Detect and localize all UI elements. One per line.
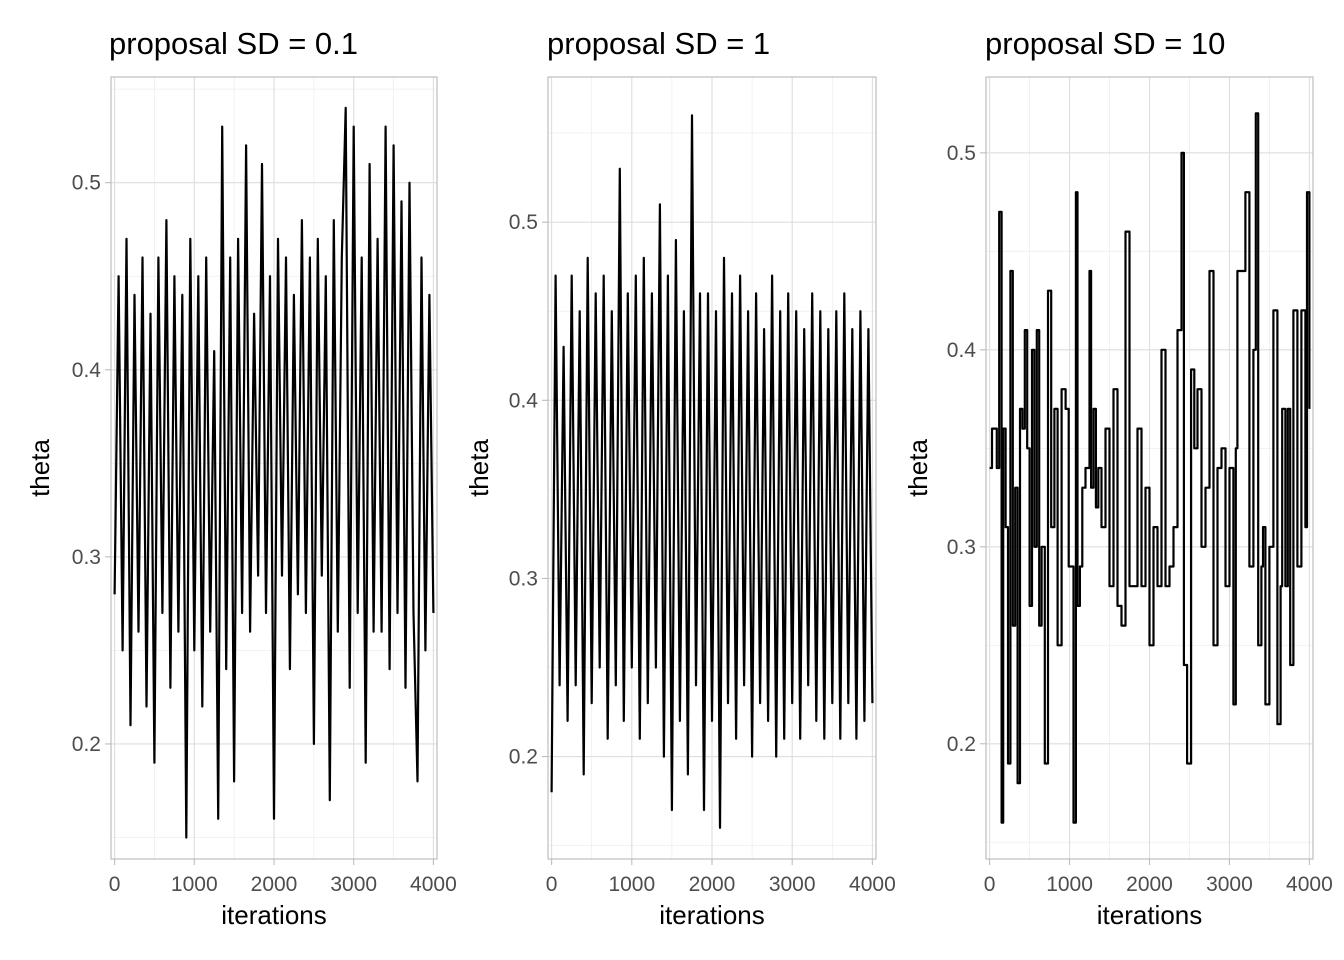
x-axis-title: iterations <box>221 900 327 930</box>
y-tick-label: 0.2 <box>72 733 101 756</box>
x-tick-label: 1000 <box>171 873 218 896</box>
x-axis-title: iterations <box>659 900 765 930</box>
x-tick-label: 0 <box>109 873 121 896</box>
y-tick-label: 0.5 <box>947 142 976 165</box>
y-tick-label: 0.4 <box>947 339 977 362</box>
x-tick-label: 4000 <box>410 873 457 896</box>
y-axis-title: theta <box>903 439 933 497</box>
x-tick-label: 2000 <box>1126 873 1173 896</box>
panel-3: 0 1000 2000 3000 4000 0.2 0.3 0.4 0.5 iterations t… <box>903 26 1333 930</box>
panel-1: 0 1000 2000 3000 4000 0.2 0.3 0.4 0.5 iterations t… <box>25 26 457 930</box>
y-tick-label: 0.3 <box>72 546 101 569</box>
y-tick-label: 0.2 <box>509 746 538 769</box>
panel-title: proposal SD = 10 <box>985 26 1225 61</box>
y-tick-label: 0.2 <box>947 733 976 756</box>
y-axis-title: theta <box>25 439 55 497</box>
panel-2: 0 1000 2000 3000 4000 0.2 0.3 0.4 0.5 iterations t… <box>464 26 896 930</box>
x-tick-label: 2000 <box>689 873 736 896</box>
x-tick-label: 3000 <box>769 873 816 896</box>
y-tick-label: 0.3 <box>947 536 976 559</box>
panel-title: proposal SD = 0.1 <box>109 26 358 61</box>
x-axis-title: iterations <box>1097 900 1203 930</box>
x-tick-label: 2000 <box>251 873 298 896</box>
panel-title: proposal SD = 1 <box>547 26 770 61</box>
x-tick-label: 1000 <box>1046 873 1093 896</box>
x-tick-label: 4000 <box>849 873 896 896</box>
y-tick-label: 0.5 <box>509 211 538 234</box>
y-axis-title: theta <box>464 439 494 497</box>
trace-line-series-1 <box>550 114 874 829</box>
x-tick-label: 0 <box>984 873 996 896</box>
y-tick-label: 0.3 <box>509 567 538 590</box>
trace-line-series-1 <box>113 106 435 839</box>
y-tick-label: 0.5 <box>72 172 101 195</box>
x-tick-label: 3000 <box>1206 873 1253 896</box>
x-tick-label: 0 <box>546 873 558 896</box>
x-tick-label: 4000 <box>1286 873 1333 896</box>
trace-line-series-1 <box>989 112 1311 824</box>
y-tick-label: 0.4 <box>72 359 102 382</box>
x-tick-label: 1000 <box>608 873 655 896</box>
x-tick-label: 3000 <box>330 873 377 896</box>
y-tick-label: 0.4 <box>509 389 539 412</box>
